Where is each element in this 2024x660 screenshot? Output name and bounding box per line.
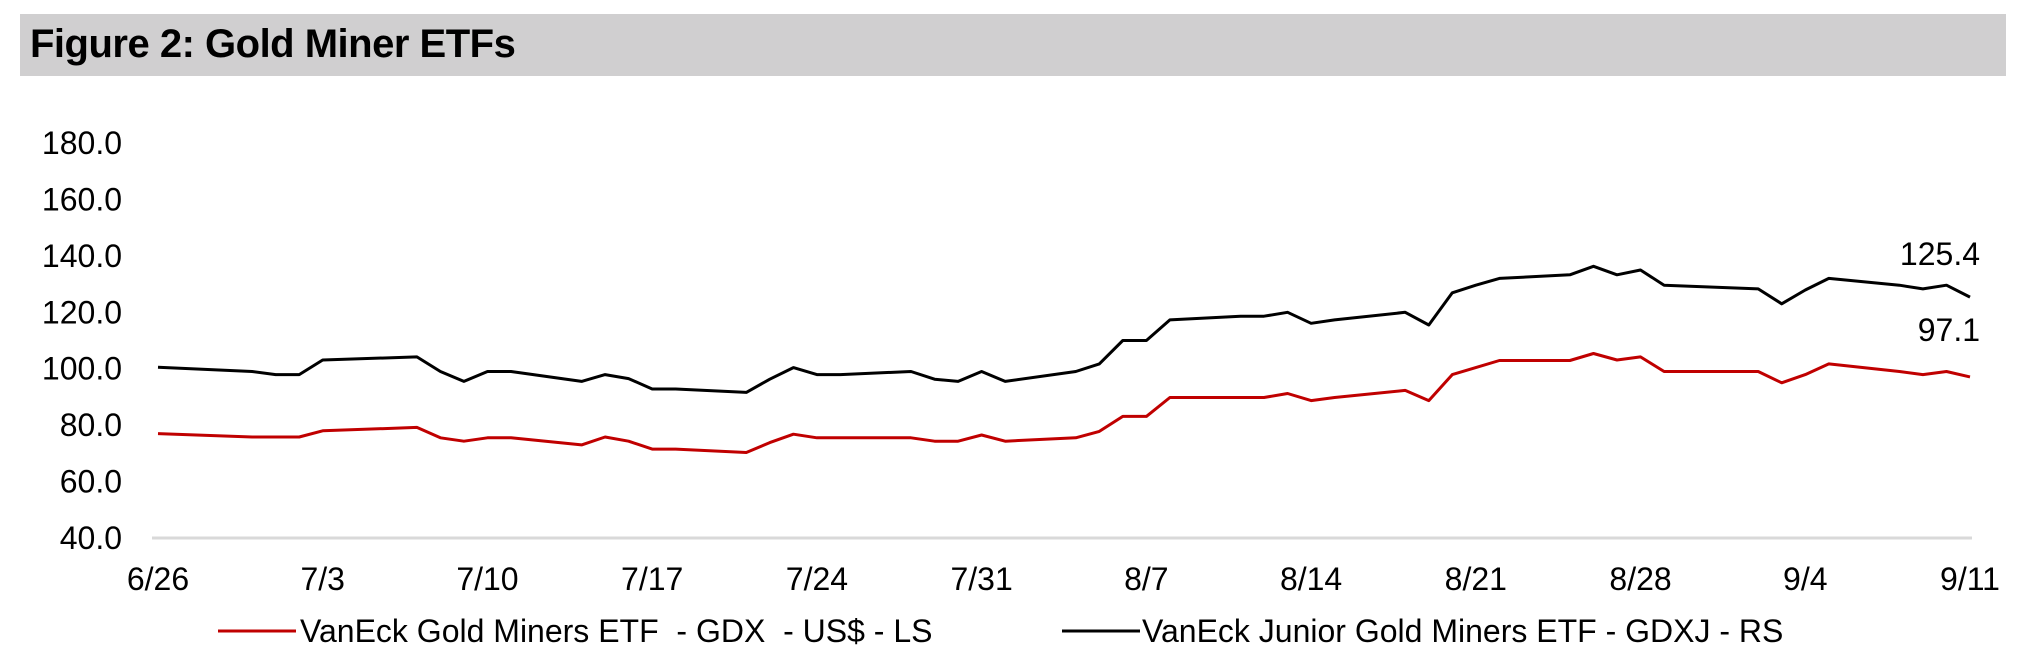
x-tick-label: 8/21 — [1445, 561, 1507, 597]
x-tick-label: 9/11 — [1940, 561, 2000, 597]
end-value-label: 125.4 — [1900, 236, 1980, 272]
x-tick-label: 9/4 — [1783, 561, 1827, 597]
series-lines — [157, 264, 1971, 454]
x-tick-label: 8/28 — [1609, 561, 1671, 597]
y-tick-label: 60.0 — [60, 464, 122, 500]
x-tick-label: 7/10 — [456, 561, 518, 597]
x-tick-label: 7/17 — [621, 561, 683, 597]
legend-label: VanEck Junior Gold Miners ETF - GDXJ - R… — [1142, 613, 1783, 649]
x-tick-label: 8/14 — [1280, 561, 1342, 597]
series-line-gdx — [157, 352, 1971, 454]
x-tick-label: 7/3 — [300, 561, 344, 597]
legend-label: VanEck Gold Miners ETF - GDX - US$ - LS — [300, 613, 932, 649]
x-tick-label: 8/7 — [1124, 561, 1168, 597]
y-tick-label: 140.0 — [42, 238, 122, 274]
y-tick-label: 120.0 — [42, 294, 122, 330]
y-tick-label: 40.0 — [60, 520, 122, 556]
x-tick-label: 7/24 — [786, 561, 848, 597]
legend: VanEck Gold Miners ETF - GDX - US$ - LS V… — [218, 613, 1783, 649]
x-tick-label: 7/31 — [950, 561, 1012, 597]
x-axis-ticks: 6/26 7/3 7/10 7/17 7/24 7/31 8/7 8/14 8/21 8/28 9/… — [127, 561, 2000, 597]
end-labels: 97.1 125.4 — [1900, 236, 1980, 348]
y-tick-label: 160.0 — [42, 181, 122, 217]
y-tick-label: 180.0 — [42, 125, 122, 161]
y-axis-ticks: 40.0 60.0 80.0 100.0 120.0 140.0 160.0 180.0 — [42, 125, 122, 556]
figure-title: Figure 2: Gold Miner ETFs — [30, 22, 516, 66]
y-tick-label: 100.0 — [42, 351, 122, 387]
figure-title-bar: Figure 2: Gold Miner ETFs — [20, 14, 2006, 76]
end-value-label: 97.1 — [1918, 312, 1980, 348]
x-tick-label: 6/26 — [127, 561, 189, 597]
y-tick-label: 80.0 — [60, 407, 122, 443]
series-line-gdxj — [157, 264, 1971, 394]
